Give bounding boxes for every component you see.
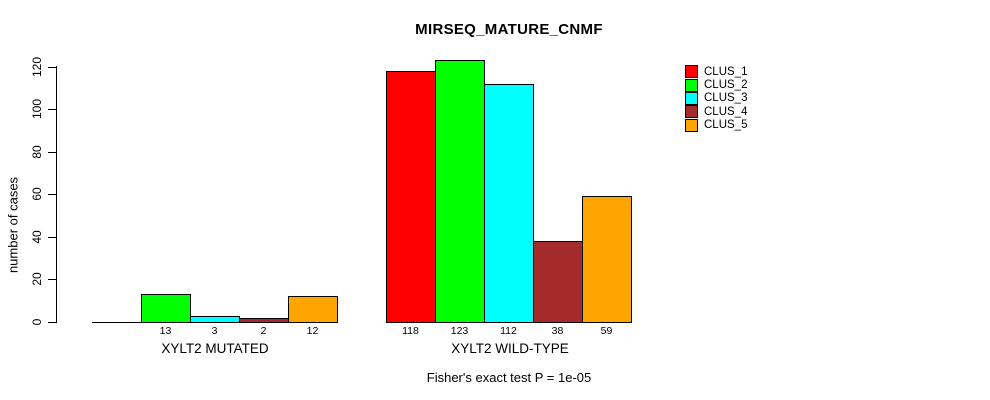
y-axis-tick (48, 236, 56, 238)
bar-value-label: 2 (260, 325, 267, 337)
y-axis-line (56, 66, 57, 323)
bar-clus_4-group2 (533, 241, 583, 323)
legend-label: CLUS_1 (704, 65, 748, 78)
legend-label: CLUS_5 (704, 119, 748, 132)
bar-value-label: 123 (450, 325, 469, 337)
y-axis-tick (48, 194, 56, 196)
bar-value-label: 3 (211, 325, 218, 337)
y-axis-tick-label: 60 (30, 187, 44, 201)
y-axis-tick-label: 80 (30, 145, 44, 159)
bar-value-label: 118 (402, 325, 419, 337)
stats-caption: Fisher's exact test P = 1e-05 (426, 370, 592, 385)
y-axis-tick (48, 151, 56, 153)
y-axis-tick-label: 20 (30, 272, 44, 287)
legend: CLUS_1 CLUS_2 CLUS_3 CLUS_4 CLUS_5 (685, 65, 747, 132)
legend-item: CLUS_3 (685, 91, 748, 105)
x-group-label-mutated: XYLT2 MUTATED (161, 341, 269, 356)
bar-value-label: 59 (600, 325, 613, 337)
chart-title: MIRSEQ_MATURE_CNMF (415, 21, 603, 38)
y-axis-tick (48, 279, 56, 281)
bar-value-label: 38 (551, 325, 564, 337)
bar-clus_1-group2 (386, 70, 436, 323)
y-axis-tick-label: 100 (30, 99, 44, 120)
y-axis-tick (48, 322, 56, 323)
y-axis-tick (48, 66, 56, 68)
legend-item: CLUS_2 (685, 78, 748, 92)
bar-clus_5-group2 (582, 196, 632, 323)
legend-label: CLUS_3 (704, 92, 748, 105)
bar-clus_3-group2 (484, 83, 534, 323)
bar-clus_5-group1 (288, 296, 338, 323)
x-group-label-wild-type: XYLT2 WILD-TYPE (451, 341, 569, 356)
y-axis-title: number of cases (5, 176, 21, 274)
y-axis-tick-label: 0 (30, 318, 44, 326)
legend-swatch-clus_5 (685, 118, 698, 132)
legend-swatch-clus_1 (685, 65, 698, 79)
bar-clus_2-group2 (435, 60, 485, 323)
legend-label: CLUS_2 (704, 79, 748, 92)
bar-clus_4-group1 (239, 317, 289, 323)
legend-item: CLUS_1 (685, 65, 748, 79)
y-axis-tick-label: 40 (30, 230, 44, 244)
legend-label: CLUS_4 (704, 105, 748, 118)
legend-item: CLUS_4 (685, 105, 748, 119)
legend-swatch-clus_4 (685, 105, 698, 119)
bar-clus_2-group1 (141, 294, 191, 323)
y-axis-tick-label: 120 (30, 56, 44, 77)
legend-swatch-clus_2 (685, 78, 698, 92)
legend-item: CLUS_5 (685, 118, 748, 132)
bar-clus_3-group1 (190, 315, 240, 323)
bar-value-label: 12 (306, 325, 319, 337)
y-axis-tick (48, 109, 56, 111)
bar-value-label: 13 (159, 325, 172, 337)
legend-swatch-clus_3 (685, 91, 698, 105)
bar-value-label: 112 (500, 325, 517, 337)
